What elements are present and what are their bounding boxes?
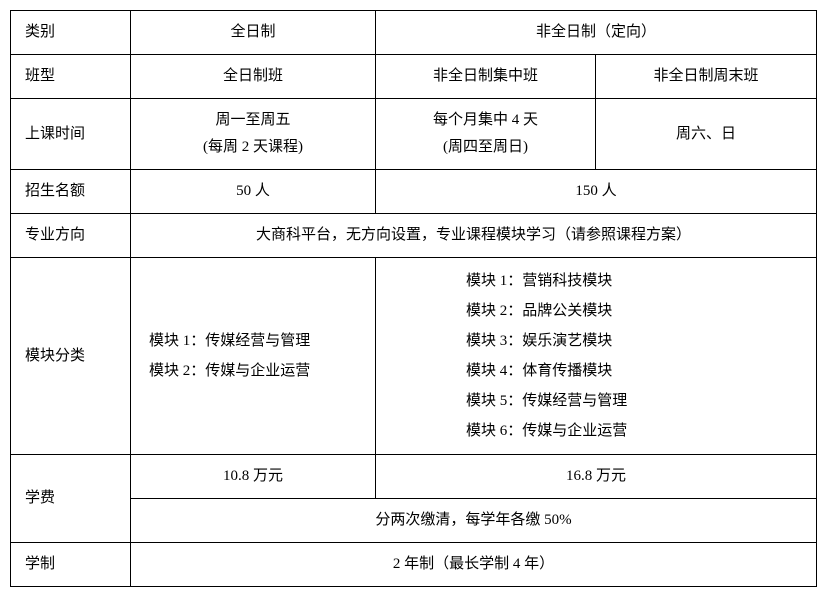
row-label-category: 类别 (11, 11, 131, 55)
table-row: 分两次缴清，每学年各缴 50% (11, 499, 817, 543)
cell-classtype-pt-weekend: 非全日制周末班 (596, 55, 817, 99)
cell-duration: 2 年制（最长学制 4 年） (131, 543, 817, 587)
cell-schedule-fulltime: 周一至周五 (每周 2 天课程) (131, 99, 376, 170)
cell-schedule-pt-weekend: 周六、日 (596, 99, 817, 170)
cell-classtype-pt-concentrated: 非全日制集中班 (376, 55, 596, 99)
cell-modules-parttime: 模块 1：营销科技模块 模块 2：品牌公关模块 模块 3：娱乐演艺模块 模块 4… (376, 258, 817, 455)
row-label-major: 专业方向 (11, 214, 131, 258)
row-label-duration: 学制 (11, 543, 131, 587)
table-row: 班型 全日制班 非全日制集中班 非全日制周末班 (11, 55, 817, 99)
table-row: 招生名额 50 人 150 人 (11, 170, 817, 214)
row-label-tuition: 学费 (11, 455, 131, 543)
program-table: 类别 全日制 非全日制（定向） 班型 全日制班 非全日制集中班 非全日制周末班 … (10, 10, 817, 587)
cell-tuition-payment: 分两次缴清，每学年各缴 50% (131, 499, 817, 543)
table-row: 学制 2 年制（最长学制 4 年） (11, 543, 817, 587)
row-label-quota: 招生名额 (11, 170, 131, 214)
table-row: 上课时间 周一至周五 (每周 2 天课程) 每个月集中 4 天 (周四至周日) … (11, 99, 817, 170)
cell-tuition-parttime: 16.8 万元 (376, 455, 817, 499)
row-label-classtype: 班型 (11, 55, 131, 99)
cell-tuition-fulltime: 10.8 万元 (131, 455, 376, 499)
table-row: 专业方向 大商科平台，无方向设置，专业课程模块学习（请参照课程方案） (11, 214, 817, 258)
table-row: 学费 10.8 万元 16.8 万元 (11, 455, 817, 499)
cell-category-parttime: 非全日制（定向） (376, 11, 817, 55)
row-label-schedule: 上课时间 (11, 99, 131, 170)
cell-major: 大商科平台，无方向设置，专业课程模块学习（请参照课程方案） (131, 214, 817, 258)
cell-classtype-fulltime: 全日制班 (131, 55, 376, 99)
cell-category-fulltime: 全日制 (131, 11, 376, 55)
cell-schedule-pt-concentrated: 每个月集中 4 天 (周四至周日) (376, 99, 596, 170)
cell-quota-fulltime: 50 人 (131, 170, 376, 214)
row-label-modules: 模块分类 (11, 258, 131, 455)
cell-modules-fulltime: 模块 1：传媒经营与管理 模块 2：传媒与企业运营 (131, 258, 376, 455)
cell-quota-parttime: 150 人 (376, 170, 817, 214)
table-row: 模块分类 模块 1：传媒经营与管理 模块 2：传媒与企业运营 模块 1：营销科技… (11, 258, 817, 455)
table-row: 类别 全日制 非全日制（定向） (11, 11, 817, 55)
